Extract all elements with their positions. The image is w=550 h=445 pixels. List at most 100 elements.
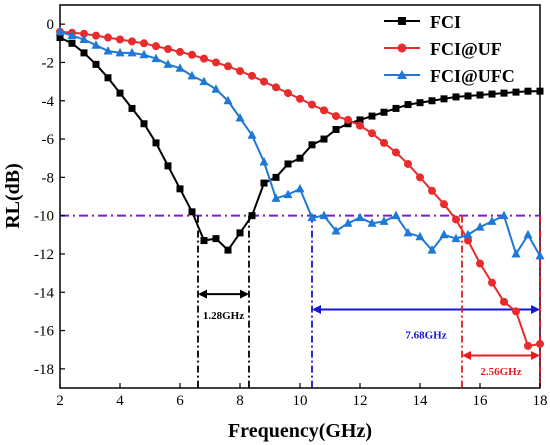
data-point bbox=[368, 112, 376, 120]
y-tick-label: -6 bbox=[42, 132, 55, 148]
legend-label-fci-uf: FCI@UF bbox=[430, 39, 502, 59]
data-point bbox=[163, 59, 173, 68]
data-point bbox=[175, 63, 185, 72]
data-point bbox=[452, 215, 460, 224]
data-point bbox=[260, 77, 268, 86]
data-point bbox=[403, 227, 413, 237]
data-point bbox=[259, 157, 269, 166]
annotation-arrow-head bbox=[198, 289, 207, 299]
data-point bbox=[164, 45, 172, 54]
data-point bbox=[176, 185, 184, 193]
data-point bbox=[308, 100, 316, 109]
data-point bbox=[91, 40, 101, 49]
data-point bbox=[55, 26, 65, 36]
data-point bbox=[211, 84, 221, 93]
data-point bbox=[308, 141, 316, 149]
data-point bbox=[440, 95, 448, 103]
data-point bbox=[128, 37, 136, 46]
data-point bbox=[488, 90, 496, 98]
data-point bbox=[296, 154, 304, 162]
data-point bbox=[248, 212, 256, 220]
x-tick-label: 18 bbox=[533, 393, 548, 409]
data-point bbox=[283, 189, 293, 199]
data-point bbox=[332, 112, 340, 121]
data-point bbox=[476, 91, 484, 99]
data-point bbox=[512, 88, 520, 96]
data-point bbox=[200, 54, 208, 63]
data-point bbox=[463, 229, 473, 239]
data-point bbox=[488, 278, 496, 287]
legend-marker-fci-uf bbox=[397, 43, 407, 53]
data-point bbox=[452, 93, 460, 101]
data-point bbox=[272, 173, 280, 181]
data-point bbox=[272, 83, 280, 92]
data-point bbox=[104, 33, 112, 42]
annotation-arrow-head bbox=[240, 289, 249, 299]
legend-marker-fci bbox=[398, 17, 406, 25]
data-point bbox=[80, 29, 88, 38]
data-point bbox=[92, 60, 100, 68]
data-point bbox=[439, 229, 449, 239]
x-tick-label: 16 bbox=[473, 393, 489, 409]
legend-label-fci-ufc: FCI@UFC bbox=[430, 66, 515, 86]
data-point bbox=[176, 47, 184, 56]
y-tick-label: -2 bbox=[42, 55, 55, 71]
x-tick-label: 4 bbox=[116, 393, 124, 409]
data-point bbox=[187, 70, 197, 80]
data-point bbox=[512, 307, 520, 316]
data-point bbox=[356, 116, 364, 124]
data-point bbox=[428, 186, 436, 195]
data-point bbox=[224, 62, 232, 71]
data-point bbox=[127, 47, 137, 57]
data-point bbox=[139, 49, 149, 59]
data-point bbox=[535, 250, 545, 260]
y-axis-title: RL(dB) bbox=[2, 163, 24, 229]
y-tick-label: -16 bbox=[34, 324, 54, 340]
data-point bbox=[284, 160, 292, 168]
data-point bbox=[524, 341, 532, 350]
data-point bbox=[151, 53, 161, 63]
data-point bbox=[344, 115, 352, 124]
data-point bbox=[200, 237, 208, 245]
data-point bbox=[356, 121, 364, 130]
data-point bbox=[320, 135, 328, 143]
data-point bbox=[524, 87, 532, 95]
data-point bbox=[80, 49, 88, 57]
data-point bbox=[212, 235, 220, 243]
data-point bbox=[367, 218, 377, 227]
data-point bbox=[56, 34, 64, 42]
data-point bbox=[416, 173, 424, 182]
data-point bbox=[391, 210, 401, 220]
data-point bbox=[116, 89, 124, 97]
y-tick-label: 0 bbox=[47, 17, 55, 33]
data-point bbox=[67, 30, 77, 40]
annotation-label: 1.28GHz bbox=[203, 310, 244, 322]
data-point bbox=[140, 39, 148, 48]
data-point bbox=[332, 125, 340, 133]
data-point bbox=[199, 76, 209, 86]
x-axis-title: Frequency(GHz) bbox=[228, 420, 372, 442]
data-point bbox=[295, 183, 305, 193]
data-point bbox=[536, 339, 544, 348]
data-point bbox=[104, 74, 112, 82]
data-point bbox=[404, 101, 412, 109]
x-tick-label: 6 bbox=[176, 393, 184, 409]
data-point bbox=[428, 97, 436, 105]
data-point bbox=[152, 139, 160, 147]
x-tick-label: 2 bbox=[56, 393, 64, 409]
data-point bbox=[128, 104, 136, 112]
annotation-arrow-head bbox=[531, 304, 540, 314]
data-point bbox=[152, 42, 160, 51]
data-point bbox=[404, 159, 412, 168]
x-tick-label: 8 bbox=[236, 393, 244, 409]
y-tick-label: -8 bbox=[42, 170, 55, 186]
data-point bbox=[236, 229, 244, 237]
annotation-label: 7.68GHz bbox=[405, 329, 446, 341]
data-point bbox=[536, 87, 544, 95]
data-point bbox=[500, 297, 508, 306]
data-point bbox=[464, 92, 472, 100]
legend-marker-fci-ufc bbox=[397, 70, 407, 79]
data-point bbox=[392, 104, 400, 112]
x-tick-label: 10 bbox=[293, 393, 308, 409]
data-point bbox=[319, 210, 329, 220]
